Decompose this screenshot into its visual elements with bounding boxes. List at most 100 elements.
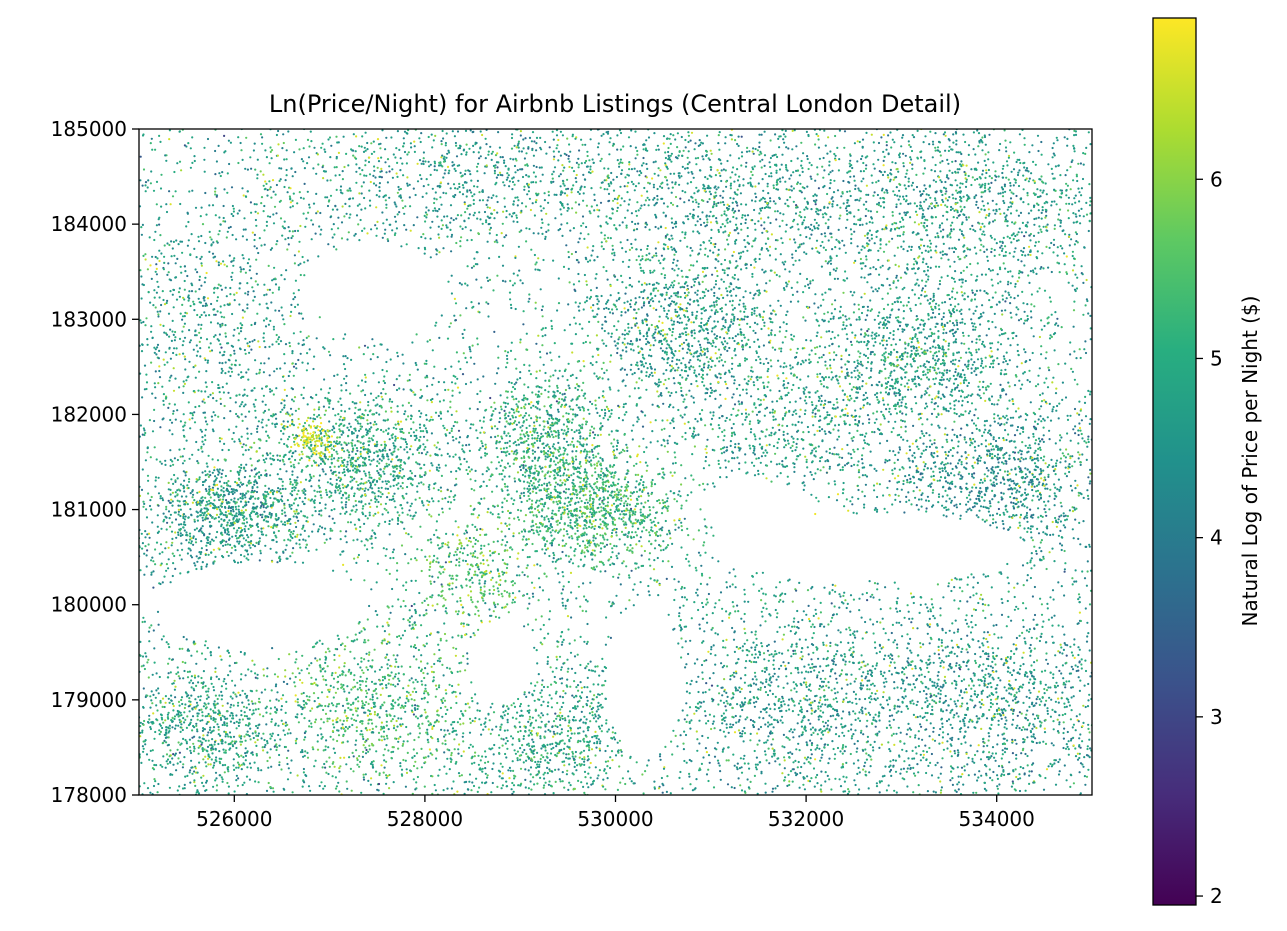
scatter-point [793, 625, 796, 628]
scatter-point [793, 466, 796, 469]
scatter-point [903, 616, 906, 619]
scatter-point [283, 399, 286, 402]
scatter-point [621, 419, 625, 422]
scatter-point [364, 164, 367, 167]
scatter-point [822, 176, 825, 179]
scatter-point [349, 213, 352, 216]
scatter-point [268, 188, 271, 191]
scatter-point [396, 683, 399, 686]
scatter-point [798, 735, 801, 738]
scatter-point [758, 153, 761, 156]
scatter-point [909, 477, 912, 480]
scatter-point [309, 417, 312, 420]
scatter-point [848, 162, 851, 165]
scatter-point [228, 655, 232, 658]
scatter-point [667, 377, 670, 380]
scatter-point [1072, 782, 1075, 785]
scatter-point [933, 438, 936, 442]
scatter-point [366, 141, 369, 145]
scatter-point [849, 159, 852, 162]
scatter-point [400, 544, 404, 547]
scatter-point [515, 574, 519, 577]
scatter-point [430, 133, 433, 136]
scatter-point [154, 396, 157, 399]
scatter-point [699, 346, 702, 349]
scatter-point [940, 709, 943, 712]
scatter-point [973, 461, 977, 464]
scatter-point [1029, 508, 1032, 511]
scatter-point [551, 670, 554, 673]
scatter-point [905, 676, 909, 679]
scatter-point [375, 581, 378, 584]
scatter-point [150, 573, 153, 576]
scatter-point [921, 287, 925, 290]
scatter-point [320, 781, 323, 784]
scatter-point [684, 438, 687, 441]
scatter-point [639, 536, 642, 539]
scatter-point [342, 563, 345, 567]
scatter-point [701, 677, 704, 681]
scatter-point [140, 226, 143, 229]
scatter-point [253, 245, 256, 248]
scatter-point [555, 655, 558, 659]
scatter-point [963, 373, 966, 376]
scatter-point [678, 490, 681, 493]
scatter-point [417, 666, 421, 669]
scatter-point [829, 644, 832, 648]
scatter-point [333, 374, 336, 377]
scatter-point [897, 655, 900, 658]
scatter-point [150, 170, 153, 173]
scatter-point [884, 632, 887, 635]
scatter-point [839, 214, 842, 217]
scatter-point [504, 709, 507, 713]
scatter-point [732, 638, 736, 641]
scatter-point [752, 701, 756, 704]
scatter-point [635, 462, 638, 465]
scatter-point [853, 230, 856, 233]
scatter-point [1089, 480, 1092, 483]
scatter-point [687, 140, 690, 144]
scatter-point [306, 751, 309, 755]
scatter-point [322, 708, 325, 712]
scatter-point [324, 766, 327, 769]
scatter-point [746, 214, 750, 217]
scatter-point [391, 587, 394, 591]
scatter-point [1033, 564, 1036, 567]
scatter-point [911, 757, 914, 760]
scatter-point [1081, 740, 1084, 743]
scatter-point [807, 430, 810, 434]
scatter-point [189, 304, 192, 308]
scatter-point [685, 761, 688, 764]
scatter-point [438, 336, 441, 339]
scatter-point [937, 776, 940, 779]
scatter-point [731, 299, 734, 302]
scatter-point [453, 297, 456, 300]
scatter-point [696, 230, 699, 233]
scatter-point [392, 556, 395, 560]
scatter-point [419, 415, 422, 418]
scatter-point [860, 458, 864, 461]
scatter-point [362, 181, 365, 184]
scatter-point [589, 690, 592, 693]
scatter-point [593, 209, 596, 212]
scatter-point [229, 469, 232, 473]
scatter-point [678, 349, 681, 353]
scatter-point [386, 181, 389, 184]
scatter-point [843, 130, 847, 133]
scatter-point [498, 775, 501, 778]
scatter-point [346, 238, 349, 241]
scatter-point [159, 426, 162, 429]
scatter-point [1013, 434, 1017, 437]
scatter-point [1019, 415, 1022, 418]
scatter-point [153, 346, 156, 349]
scatter-point [732, 197, 735, 200]
scatter-point [929, 246, 932, 249]
scatter-point [574, 177, 577, 180]
scatter-point [372, 353, 375, 356]
scatter-point [717, 703, 720, 706]
scatter-point [778, 462, 781, 465]
scatter-point [981, 603, 985, 606]
scatter-point [874, 713, 877, 716]
scatter-point [384, 392, 387, 395]
scatter-point [838, 129, 842, 132]
